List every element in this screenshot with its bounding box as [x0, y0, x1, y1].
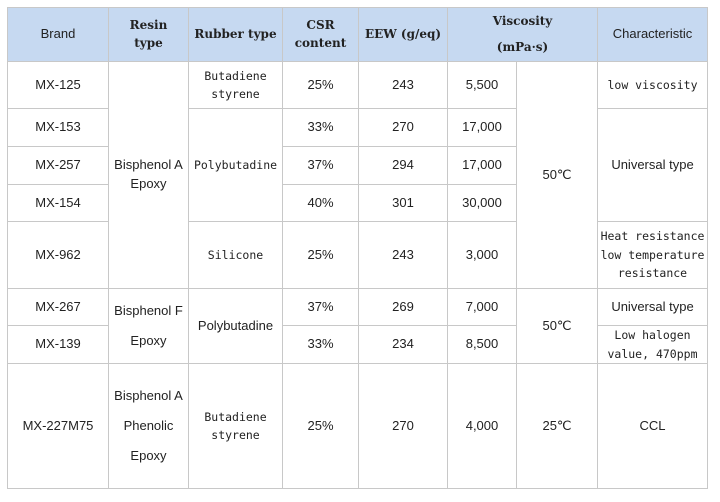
table-cell: Butadiene styrene — [188, 363, 283, 489]
table-cell: 30,000 — [447, 184, 517, 222]
table-cell: 17,000 — [447, 146, 517, 185]
table-cell: 270 — [358, 108, 448, 147]
cell-line: Epoxy — [130, 333, 167, 348]
table-cell: 243 — [358, 221, 448, 289]
table-cell: 301 — [358, 184, 448, 222]
table-cell: low viscosity — [597, 61, 708, 109]
table-row: MX-267 Bisphenol F Epoxy Polybutadine 37% 269… — [7, 288, 708, 364]
table-row: MX-153 Polybutadine 33% 270 17,000 Universal … — [7, 108, 708, 222]
header-row: Brand Resin type Rubber type CSR content EEW (… — [7, 7, 708, 62]
cell-line: Bisphenol F — [114, 303, 183, 319]
header-cell: Resin type — [108, 7, 189, 62]
table-cell: Butadiene styrene — [188, 61, 283, 109]
table-row: MX-154 40% 301 30,000 — [7, 184, 708, 222]
table-cell: MX-153 — [7, 108, 109, 147]
cell-line: type — [134, 35, 163, 50]
table-cell: Bisphenol A Epoxy — [108, 61, 189, 289]
cell-line: (mPa·s) — [496, 39, 549, 54]
table-cell: 294 — [358, 146, 448, 185]
cell-line: resistance — [617, 266, 688, 281]
table-cell: Bisphenol F Epoxy — [108, 288, 189, 364]
table-cell: 50℃ — [516, 61, 598, 289]
table-cell: 269 — [358, 288, 448, 326]
table-row: MX-257 37% 294 17,000 — [7, 146, 708, 185]
table-cell: 5,500 — [447, 61, 517, 109]
table-cell: 50℃ — [516, 288, 598, 364]
header-cell: CSR content — [282, 7, 359, 62]
table-cell: MX-227M75 — [7, 363, 109, 489]
table-cell: MX-125 — [7, 61, 109, 109]
header-cell: EEW (g/eq) — [358, 7, 448, 62]
cell-line: styrene — [211, 87, 260, 101]
cell-line: Butadiene — [204, 409, 267, 424]
table-cell: 8,500 — [447, 325, 517, 364]
table-cell: Silicone — [188, 221, 283, 289]
table-cell: Heat resistance low temperature resistance — [597, 221, 708, 289]
cell-line: value, 470ppm — [607, 346, 698, 361]
table-cell: 4,000 — [447, 363, 517, 489]
table-cell: 37% — [282, 288, 359, 326]
cell-line: Bisphenol A — [114, 157, 183, 173]
cell-line: Heat resistance — [600, 229, 705, 244]
table-row: MX-962 Silicone 25% 243 3,000 Heat resistance… — [7, 221, 708, 289]
table-cell: 25% — [282, 363, 359, 489]
table-cell: Bisphenol A Phenolic Epoxy — [108, 363, 189, 489]
table-cell: Polybutadine — [188, 288, 283, 364]
header-cell: Brand — [7, 7, 109, 62]
table-cell: MX-257 — [7, 146, 109, 185]
table-row: MX-227M75 Bisphenol A Phenolic Epoxy Butadie… — [7, 363, 708, 489]
table-cell: CCL — [597, 363, 708, 489]
table-cell: 3,000 — [447, 221, 517, 289]
table-cell: 25℃ — [516, 363, 598, 489]
table-cell: 7,000 — [447, 288, 517, 326]
table-cell: MX-962 — [7, 221, 109, 289]
cell-line: Butadiene — [204, 68, 267, 83]
cell-line: Epoxy — [130, 447, 167, 463]
table-cell: Low halogen value, 470ppm — [597, 325, 708, 364]
cell-line: content — [294, 35, 347, 50]
table-cell: 25% — [282, 221, 359, 289]
cell-line: styrene — [211, 428, 260, 442]
cell-line: Epoxy — [130, 176, 167, 191]
cell-line: CSR — [306, 18, 335, 33]
cell-line: Bisphenol A — [114, 388, 183, 404]
table-cell: 33% — [282, 325, 359, 364]
table-cell: 37% — [282, 146, 359, 185]
table-cell: Universal type — [597, 108, 708, 222]
table-cell: Polybutadine — [188, 108, 283, 222]
cell-line: Low halogen — [614, 328, 691, 343]
header-cell: Rubber type — [188, 7, 283, 62]
table-row: MX-125 Bisphenol A Epoxy Butadiene styrene 25… — [7, 61, 708, 289]
cell-line: Resin — [129, 18, 168, 33]
table-cell: 270 — [358, 363, 448, 489]
header-cell: Viscosity (mPa·s) — [447, 7, 598, 62]
table-cell: 17,000 — [447, 108, 517, 147]
table-cell: MX-267 — [7, 288, 109, 326]
table-cell: 33% — [282, 108, 359, 147]
table-cell: 234 — [358, 325, 448, 364]
table-cell: MX-154 — [7, 184, 109, 222]
spec-table: Brand Resin type Rubber type CSR content EEW (… — [7, 7, 708, 489]
cell-line: Viscosity — [492, 14, 553, 29]
table-cell: 243 — [358, 61, 448, 109]
table-body: MX-125 Bisphenol A Epoxy Butadiene styrene 25… — [7, 61, 708, 489]
header-cell: Characteristic — [597, 7, 708, 62]
table-cell: 40% — [282, 184, 359, 222]
table-cell: Universal type — [597, 288, 708, 326]
table-cell: 25% — [282, 61, 359, 109]
cell-line: Phenolic — [123, 418, 174, 434]
table-cell: MX-139 — [7, 325, 109, 364]
cell-line: low temperature — [600, 247, 705, 262]
